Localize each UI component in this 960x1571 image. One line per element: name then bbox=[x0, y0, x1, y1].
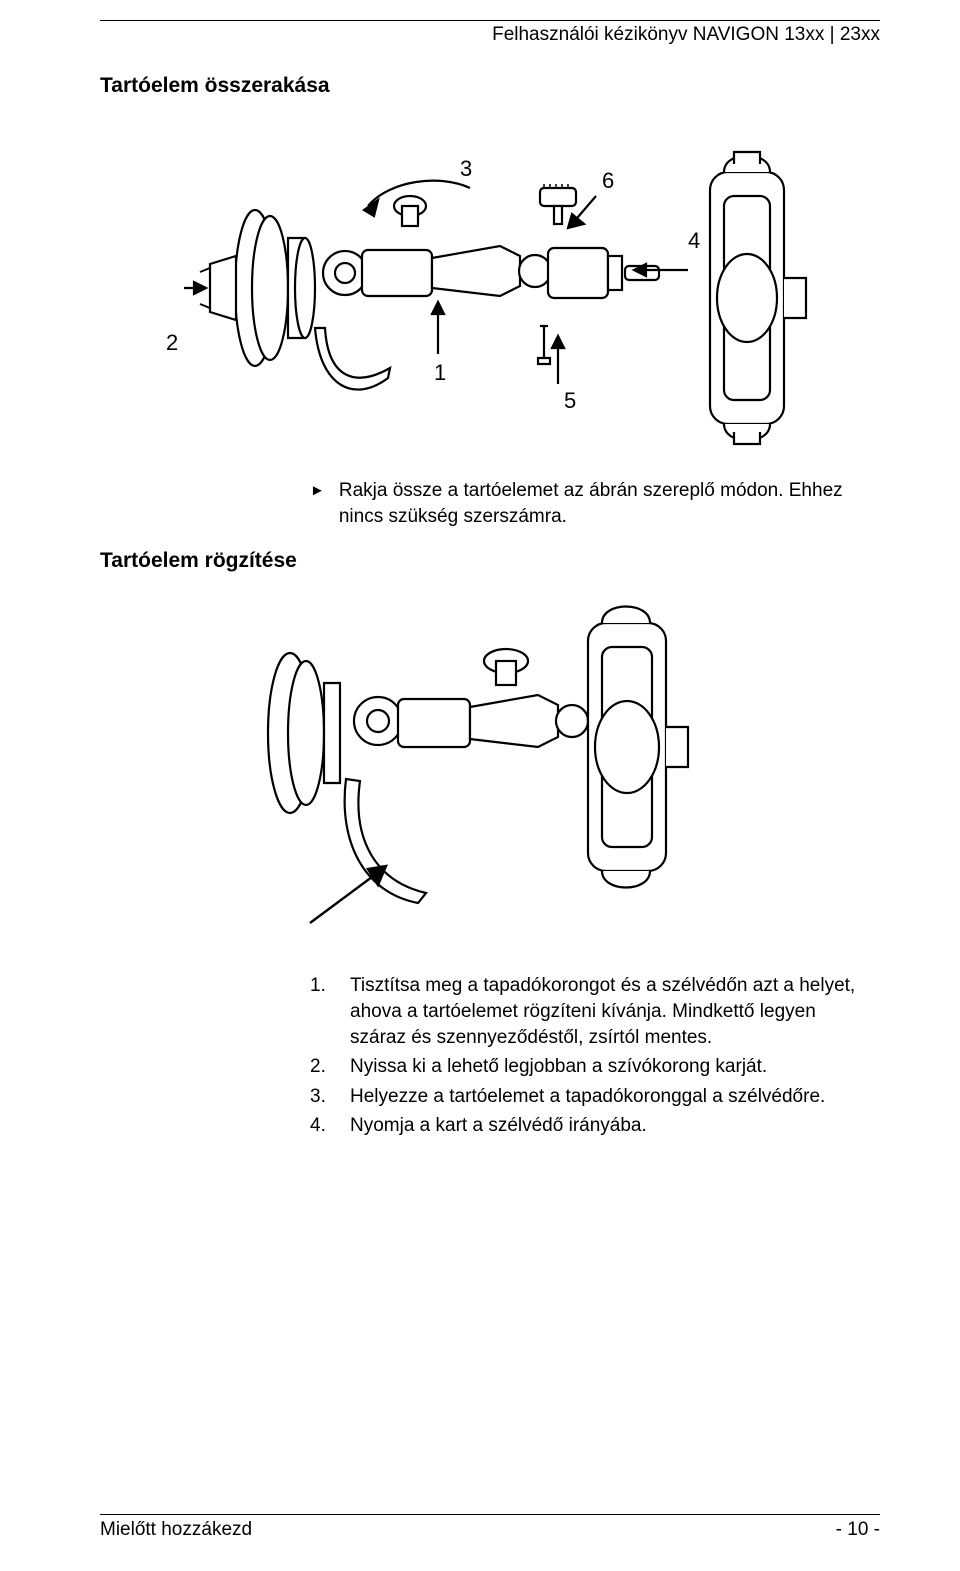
step-text: Nyissa ki a lehető legjobban a szívókoro… bbox=[350, 1054, 767, 1080]
section2-title: Tartóelem rögzítése bbox=[100, 549, 880, 573]
step-1: 1. Tisztítsa meg a tapadókorongot és a s… bbox=[310, 973, 860, 1050]
bullet-symbol: ► bbox=[310, 481, 325, 501]
bullet-text: Rakja össze a tartóelemet az ábrán szere… bbox=[339, 478, 860, 529]
section1-body: ► Rakja össze a tartóelemet az ábrán sze… bbox=[310, 478, 860, 535]
diagram1-label-3: 3 bbox=[460, 156, 472, 181]
step-number: 4. bbox=[310, 1113, 334, 1139]
footer-rule bbox=[100, 1514, 880, 1515]
diagram2-container bbox=[100, 603, 880, 943]
step-text: Nyomja a kart a szélvédő irányába. bbox=[350, 1113, 647, 1139]
footer-left: Mielőtt hozzákezd bbox=[100, 1519, 252, 1541]
diagram1-label-1: 1 bbox=[434, 360, 446, 385]
section1-title: Tartóelem összerakása bbox=[100, 74, 880, 98]
page-container: Felhasználói kézikönyv NAVIGON 13xx | 23… bbox=[0, 0, 960, 1571]
header-rule bbox=[100, 20, 880, 21]
step-2: 2. Nyissa ki a lehető legjobban a szívók… bbox=[310, 1054, 860, 1080]
assembly-diagram: 1 2 3 4 5 6 bbox=[140, 128, 840, 448]
step-text: Helyezze a tartóelemet a tapadókoronggal… bbox=[350, 1084, 825, 1110]
diagram1-label-2: 2 bbox=[166, 330, 178, 355]
step-4: 4. Nyomja a kart a szélvédő irányába. bbox=[310, 1113, 860, 1139]
diagram1-label-4: 4 bbox=[688, 228, 700, 253]
step-number: 2. bbox=[310, 1054, 334, 1080]
step-3: 3. Helyezze a tartóelemet a tapadókorong… bbox=[310, 1084, 860, 1110]
section2-steps: 1. Tisztítsa meg a tapadókorongot és a s… bbox=[310, 973, 860, 1143]
footer: Mielőtt hozzákezd - 10 - bbox=[100, 1514, 880, 1541]
step-number: 3. bbox=[310, 1084, 334, 1110]
diagram1-label-6: 6 bbox=[602, 168, 614, 193]
mounted-diagram bbox=[170, 603, 810, 943]
diagram1-container: 1 2 3 4 5 6 bbox=[100, 128, 880, 448]
diagram1-label-5: 5 bbox=[564, 388, 576, 413]
footer-right: - 10 - bbox=[836, 1519, 880, 1541]
step-text: Tisztítsa meg a tapadókorongot és a szél… bbox=[350, 973, 860, 1050]
bullet-item: ► Rakja össze a tartóelemet az ábrán sze… bbox=[310, 478, 860, 529]
step-number: 1. bbox=[310, 973, 334, 1050]
header-text: Felhasználói kézikönyv NAVIGON 13xx | 23… bbox=[100, 24, 880, 46]
